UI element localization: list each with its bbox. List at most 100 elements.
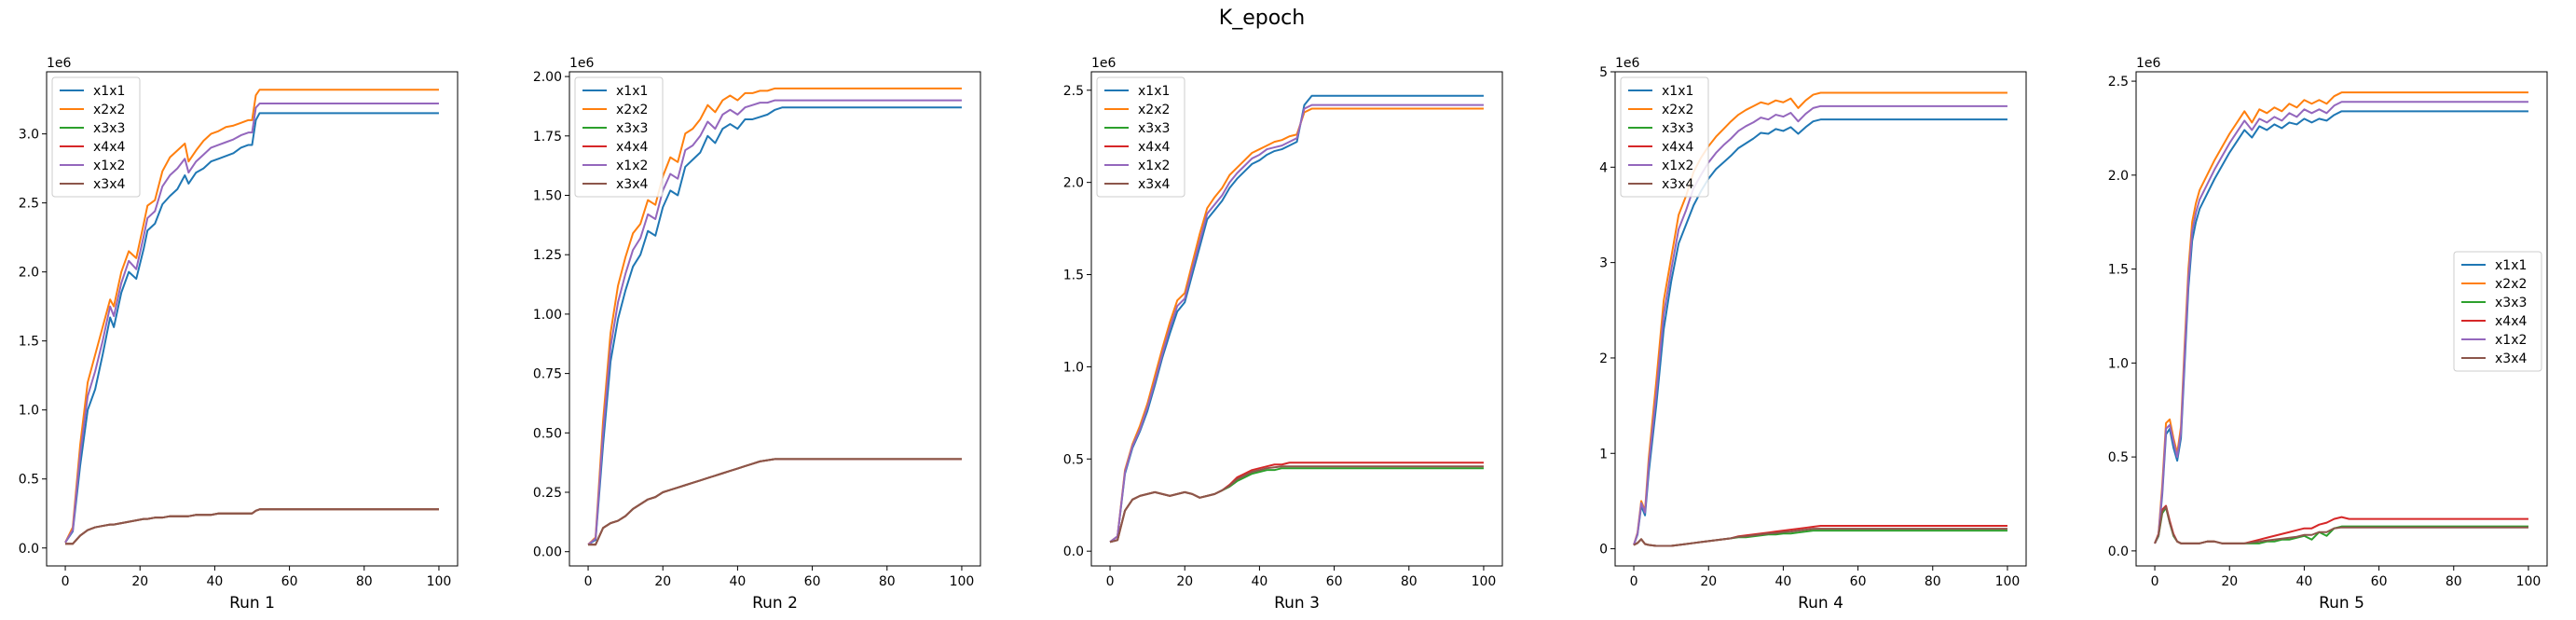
series-line-x1x1 bbox=[1633, 118, 2007, 545]
legend-label: x4x4 bbox=[93, 140, 125, 155]
figure-title: K_epoch bbox=[1219, 7, 1305, 30]
y-tick-label: 0.25 bbox=[533, 486, 562, 501]
series-line-x1x2 bbox=[1633, 104, 2007, 545]
subplots: 0 20 40 60 80 1000.00.51.01.52.02.53.01e6Run … bbox=[19, 56, 2548, 613]
x-axis-label: Run 2 bbox=[752, 594, 798, 613]
x-tick-label: 40 bbox=[1251, 574, 1267, 589]
y-tick-label: 1 bbox=[1599, 447, 1608, 462]
legend-label: x1x2 bbox=[93, 158, 125, 173]
subplot-2: 0 20 40 60 80 100 0.00 0.25 0.50 0.75 1.00 1.25 1.50… bbox=[533, 56, 981, 613]
legend-label: x4x4 bbox=[1662, 140, 1693, 155]
y-tick-label: 0.75 bbox=[533, 367, 562, 382]
legend-label: x1x1 bbox=[1138, 84, 1170, 99]
x-tick-label: 80 bbox=[1401, 574, 1418, 589]
legend: x1x1 x2x2 x3x3 x4x4 x1x2 x3x4 bbox=[2453, 251, 2542, 372]
y-offset-label: 1e6 bbox=[569, 56, 595, 71]
legend-frame bbox=[574, 76, 664, 198]
y-tick-label: 1.0 bbox=[19, 404, 39, 419]
y-tick-label: 0.5 bbox=[19, 473, 39, 488]
x-tick-label: 80 bbox=[879, 574, 896, 589]
y-tick-label: 0 bbox=[1599, 543, 1608, 558]
x-tick-label: 60 bbox=[1326, 574, 1343, 589]
x-axis-label: Run 5 bbox=[2319, 594, 2364, 613]
series-line-x3x4 bbox=[588, 458, 962, 546]
series-line-x3x4 bbox=[2154, 505, 2528, 544]
legend-label: x3x4 bbox=[2495, 351, 2527, 366]
legend-label: x4x4 bbox=[616, 140, 648, 155]
series-line-x3x4 bbox=[1109, 465, 1484, 544]
y-offset-label: 1e6 bbox=[47, 56, 72, 71]
y-tick-label: 1.5 bbox=[2108, 263, 2129, 278]
x-tick-label: 80 bbox=[2446, 574, 2462, 589]
series-line-x1x2 bbox=[64, 103, 439, 544]
series-line-x3x4 bbox=[1633, 528, 2007, 547]
x-tick-label: 20 bbox=[654, 574, 671, 589]
y-tick-label: 0.00 bbox=[533, 545, 562, 560]
y-tick-label: 0.5 bbox=[2108, 450, 2129, 465]
x-tick-label: 0 bbox=[1630, 574, 1638, 589]
x-tick-label: 0 bbox=[1106, 574, 1115, 589]
legend-label: x1x2 bbox=[2495, 333, 2527, 348]
legend-label: x2x2 bbox=[1662, 103, 1693, 117]
x-tick-label: 20 bbox=[1176, 574, 1193, 589]
legend-label: x3x3 bbox=[1138, 121, 1170, 136]
subplot-4: 0 20 40 60 80 100 0 1 2 3 4 5 1e6 Run 4 x1x1 x2x2 x3x3 x4… bbox=[1599, 56, 2027, 613]
x-tick-label: 60 bbox=[804, 574, 821, 589]
x-tick-label: 40 bbox=[206, 574, 223, 589]
legend-label: x3x3 bbox=[93, 121, 125, 136]
legend-label: x4x4 bbox=[1138, 140, 1170, 155]
y-tick-label: 2.0 bbox=[2108, 169, 2129, 184]
x-tick-label: 0 bbox=[62, 574, 70, 589]
y-tick-label: 1.0 bbox=[1063, 360, 1084, 375]
x-tick-label: 80 bbox=[356, 574, 373, 589]
legend: x1x1 x2x2 x3x3 x4x4 x1x2 x3x4 bbox=[51, 76, 141, 198]
legend-label: x1x1 bbox=[2495, 258, 2527, 273]
x-tick-label: 0 bbox=[2151, 574, 2159, 589]
x-tick-label: 100 bbox=[950, 574, 975, 589]
y-tick-label: 3.0 bbox=[19, 128, 39, 143]
x-tick-label: 40 bbox=[2295, 574, 2312, 589]
y-tick-label: 1.00 bbox=[533, 308, 562, 323]
legend-frame bbox=[2453, 251, 2542, 372]
y-tick-label: 1.5 bbox=[1063, 269, 1084, 283]
legend-label: x3x3 bbox=[2495, 296, 2527, 310]
x-tick-label: 20 bbox=[2221, 574, 2238, 589]
y-tick-label: 0.5 bbox=[1063, 452, 1084, 467]
legend-frame bbox=[51, 76, 141, 198]
y-tick-label: 0.0 bbox=[1063, 544, 1084, 559]
x-tick-label: 100 bbox=[427, 574, 452, 589]
legend-label: x3x3 bbox=[1662, 121, 1693, 136]
subplot-1: 0 20 40 60 80 100 0.0 0.5 1.0 1.5 2.0 2.5 3.0 1e6 Run … bbox=[19, 56, 459, 613]
x-tick-label: 60 bbox=[1850, 574, 1867, 589]
legend-label: x1x1 bbox=[93, 84, 125, 99]
subplot-5: 0 20 40 60 80 100 0.0 0.5 1.0 1.5 2.0 2.5 1e6 Run 5 x1… bbox=[2108, 56, 2548, 613]
y-tick-label: 2.00 bbox=[533, 70, 562, 85]
legend: x1x1 x2x2 x3x3 x4x4 x1x2 x3x4 bbox=[1620, 76, 1709, 198]
legend-label: x4x4 bbox=[2495, 314, 2527, 329]
y-tick-label: 2.5 bbox=[2108, 75, 2129, 90]
legend-label: x1x1 bbox=[1662, 84, 1693, 99]
y-offset-label: 1e6 bbox=[2136, 56, 2161, 71]
series-line-x2x2 bbox=[64, 89, 439, 544]
legend-label: x3x4 bbox=[1662, 177, 1693, 192]
legend-label: x3x3 bbox=[616, 121, 648, 136]
legend-label: x3x4 bbox=[1138, 177, 1170, 192]
y-tick-label: 2.5 bbox=[19, 197, 39, 212]
y-tick-label: 1.25 bbox=[533, 248, 562, 263]
series-line-x1x1 bbox=[64, 112, 439, 544]
x-tick-label: 80 bbox=[1925, 574, 1941, 589]
legend-frame bbox=[1096, 76, 1185, 198]
x-tick-label: 20 bbox=[1700, 574, 1717, 589]
x-tick-label: 100 bbox=[1995, 574, 2021, 589]
legend-label: x3x4 bbox=[616, 177, 648, 192]
legend-label: x1x2 bbox=[1662, 158, 1693, 173]
y-tick-label: 1.75 bbox=[533, 130, 562, 145]
series-line-x1x2 bbox=[2154, 101, 2528, 544]
x-tick-label: 100 bbox=[1472, 574, 1497, 589]
y-tick-label: 0.0 bbox=[19, 542, 39, 557]
series-line-x1x1 bbox=[1109, 94, 1484, 544]
y-tick-label: 3 bbox=[1599, 256, 1608, 271]
y-tick-label: 5 bbox=[1599, 65, 1608, 80]
y-tick-label: 2.0 bbox=[1063, 176, 1084, 191]
